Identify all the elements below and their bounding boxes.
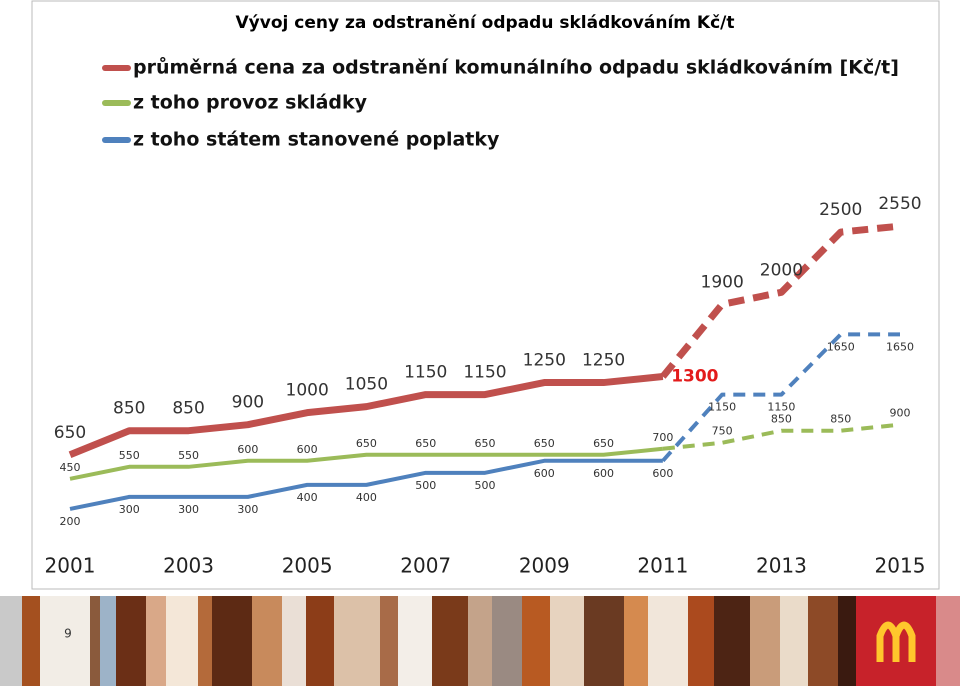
data-label: 200 xyxy=(60,515,81,528)
data-label: 500 xyxy=(475,479,496,492)
data-label: 650 xyxy=(475,437,496,450)
data-label: 1150 xyxy=(767,401,795,414)
x-tick-label: 2005 xyxy=(282,554,333,578)
x-tick-label: 2009 xyxy=(519,554,570,578)
line xyxy=(69,446,664,481)
data-label: 300 xyxy=(237,503,258,516)
data-label: 550 xyxy=(119,449,140,462)
legend-label: průměrná cena za odstranění komunálního … xyxy=(133,56,899,79)
data-label: 300 xyxy=(178,503,199,516)
data-label: 850 xyxy=(771,413,792,426)
data-label: 900 xyxy=(232,393,264,413)
data-label: 600 xyxy=(297,443,318,456)
data-label: 1150 xyxy=(708,401,736,414)
data-label: 1150 xyxy=(463,363,506,383)
footer-stripes xyxy=(0,596,960,686)
data-label: 1050 xyxy=(345,375,388,395)
chart-title: Vývoj ceny za odstranění odpadu skládkov… xyxy=(236,13,735,33)
data-label: 650 xyxy=(593,437,614,450)
data-label: 850 xyxy=(830,413,851,426)
x-tick-label: 2013 xyxy=(756,554,807,578)
x-tick-label: 2003 xyxy=(163,554,214,578)
data-label: 1250 xyxy=(523,351,566,371)
x-tick-label: 2007 xyxy=(400,554,451,578)
legend-label: z toho státem stanovené poplatky xyxy=(133,129,500,151)
data-label: 2550 xyxy=(878,194,921,214)
data-label: 650 xyxy=(54,423,86,443)
data-label: 850 xyxy=(113,399,145,419)
data-label: 750 xyxy=(712,425,733,438)
data-label: 550 xyxy=(178,449,199,462)
data-label: 650 xyxy=(415,437,436,450)
data-label: 1250 xyxy=(582,351,625,371)
data-label: 1000 xyxy=(286,381,329,401)
x-tick-label: 2015 xyxy=(875,554,926,578)
logo xyxy=(876,621,916,662)
line-dashed xyxy=(662,422,901,451)
data-label: 2000 xyxy=(760,260,803,280)
data-label: 300 xyxy=(119,503,140,516)
data-label: 600 xyxy=(652,467,673,480)
data-label: 400 xyxy=(356,491,377,504)
data-label: 1650 xyxy=(886,340,914,353)
line-dashed xyxy=(660,222,901,379)
x-tick-label: 2001 xyxy=(45,554,96,578)
data-label: 700 xyxy=(652,431,673,444)
data-label: 400 xyxy=(297,491,318,504)
page-number: 9 xyxy=(64,627,72,641)
data-label: 650 xyxy=(356,437,377,450)
data-label: 600 xyxy=(237,443,258,456)
data-label: 500 xyxy=(415,479,436,492)
data-label: 450 xyxy=(60,461,81,474)
line-dashed xyxy=(661,332,900,463)
legend-label: z toho provoz skládky xyxy=(133,92,368,114)
data-label: 600 xyxy=(534,467,555,480)
chart-frame xyxy=(31,0,940,590)
data-label: 1650 xyxy=(827,340,855,353)
line xyxy=(69,458,663,511)
data-label: 1900 xyxy=(701,272,744,292)
data-label: 2500 xyxy=(819,200,862,220)
data-label: 1300 xyxy=(671,367,718,387)
data-label: 600 xyxy=(593,467,614,480)
line xyxy=(68,373,664,459)
data-label: 850 xyxy=(172,399,204,419)
x-tick-label: 2011 xyxy=(637,554,688,578)
data-label: 650 xyxy=(534,437,555,450)
data-label: 1150 xyxy=(404,363,447,383)
data-label: 900 xyxy=(890,407,911,420)
